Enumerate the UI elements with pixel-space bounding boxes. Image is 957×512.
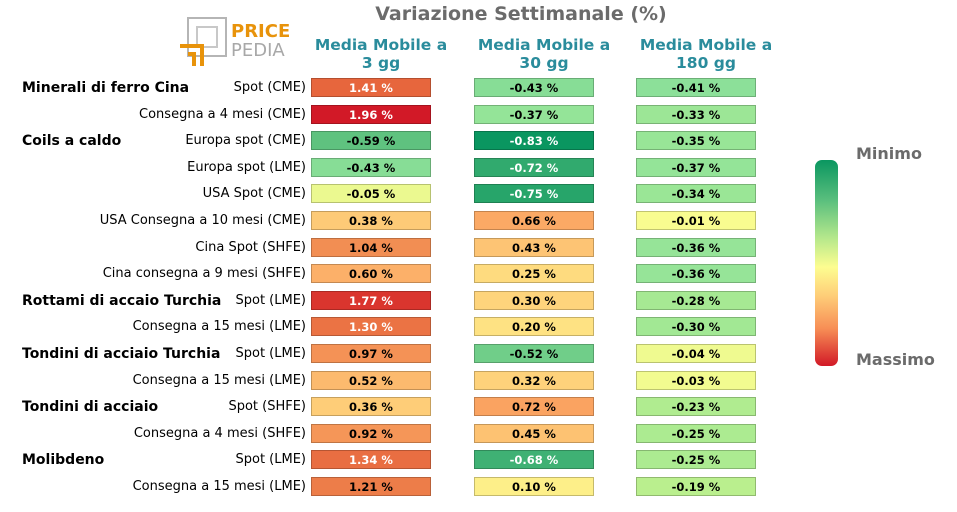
column-header: Media Mobile a 30 gg	[454, 36, 634, 72]
row-label: Europa spot (CME)	[185, 133, 306, 149]
value-cell: 0.52 %	[311, 370, 431, 390]
value-cell: -0.30 %	[636, 317, 756, 337]
row-label: Consegna a 4 mesi (SHFE)	[133, 425, 306, 441]
value-cell: 0.43 %	[474, 237, 594, 257]
row-group-label: Tondini di acciaio Turchia	[22, 346, 221, 362]
value-cell: -0.59 %	[311, 131, 431, 151]
column-header: Media Mobile a 180 gg	[616, 36, 796, 72]
value-cell: 0.36 %	[311, 397, 431, 417]
value-cell: 0.92 %	[311, 423, 431, 443]
row-label: Spot (LME)	[235, 346, 306, 361]
row-label: Consegna a 15 mesi (LME)	[132, 479, 306, 494]
value-cell: 0.66 %	[474, 211, 594, 230]
value-cell: 0.97 %	[311, 344, 431, 363]
value-cell: -0.37 %	[474, 104, 594, 124]
value-cell: -0.33 %	[636, 104, 756, 124]
value-cell: -0.52 %	[474, 344, 594, 363]
value-cell: 1.30 %	[311, 317, 431, 337]
value-cell: -0.72 %	[474, 157, 594, 177]
value-cell: -0.37 %	[636, 157, 756, 177]
value-cell: 1.96 %	[311, 104, 431, 124]
value-cell: -0.28 %	[636, 290, 756, 310]
value-cell: -0.25 %	[636, 450, 756, 470]
row-group-label: Coils a caldo	[22, 133, 122, 150]
value-cell: -0.19 %	[636, 477, 756, 496]
value-cell: -0.23 %	[636, 397, 756, 417]
column-header-line: Media Mobile a	[639, 36, 773, 54]
value-cell: -0.25 %	[636, 423, 756, 443]
row-label: USA Spot (CME)	[202, 186, 306, 202]
row-label: Consegna a 4 mesi (CME)	[139, 106, 306, 122]
row-group-label: Molibdeno	[22, 452, 105, 469]
value-cell: -0.36 %	[636, 264, 756, 284]
row-label: Cina consegna a 9 mesi (SHFE)	[102, 266, 306, 282]
value-cell: -0.41 %	[636, 78, 756, 97]
value-cell: 1.21 %	[311, 477, 431, 496]
value-cell: -0.43 %	[311, 157, 431, 177]
value-cell: -0.43 %	[474, 78, 594, 97]
row-label: Cina Spot (SHFE)	[195, 239, 306, 255]
row-label: Europa spot (LME)	[187, 159, 306, 175]
value-cell: 0.38 %	[311, 211, 431, 230]
value-cell: 0.72 %	[474, 397, 594, 417]
colorscale-min-label: Minimo	[856, 144, 922, 163]
colorscale-max-label: Massimo	[856, 350, 935, 369]
row-label: Consegna a 15 mesi (LME)	[132, 319, 306, 335]
column-header-line: Media Mobile a	[477, 36, 611, 54]
value-cell: 1.34 %	[311, 450, 431, 470]
logo-text-bottom: PEDIA	[231, 40, 285, 61]
row-label: Consegna a 15 mesi (LME)	[132, 372, 306, 388]
row-group-label: Tondini di acciaio	[22, 399, 159, 416]
column-header-line: 180 gg	[676, 54, 736, 72]
row-label: Spot (LME)	[235, 452, 306, 468]
column-header-line: Media Mobile a	[314, 36, 448, 54]
value-cell: 1.41 %	[311, 78, 431, 97]
column-header-line: 3 gg	[361, 54, 401, 72]
value-cell: -0.34 %	[636, 184, 756, 204]
value-cell: 1.77 %	[311, 290, 431, 310]
value-cell: -0.01 %	[636, 211, 756, 230]
value-cell: -0.36 %	[636, 237, 756, 257]
value-cell: -0.35 %	[636, 131, 756, 151]
row-label: Spot (LME)	[235, 292, 306, 308]
value-cell: 0.10 %	[474, 477, 594, 496]
value-cell: 1.04 %	[311, 237, 431, 257]
value-cell: -0.05 %	[311, 184, 431, 204]
value-cell: 0.25 %	[474, 264, 594, 284]
row-label: Spot (CME)	[233, 80, 306, 95]
value-cell: 0.32 %	[474, 370, 594, 390]
row-label: Spot (SHFE)	[228, 399, 306, 415]
value-cell: 0.60 %	[311, 264, 431, 284]
colorscale-bar	[815, 160, 838, 366]
row-group-label: Rottami di accaio Turchia	[22, 292, 222, 309]
value-cell: -0.03 %	[636, 370, 756, 390]
value-cell: 0.20 %	[474, 317, 594, 337]
column-header-line: 30 gg	[519, 54, 569, 72]
value-cell: -0.68 %	[474, 450, 594, 470]
value-cell: 0.30 %	[474, 290, 594, 310]
row-label: USA Consegna a 10 mesi (CME)	[99, 213, 306, 228]
value-cell: -0.04 %	[636, 344, 756, 363]
value-cell: -0.75 %	[474, 184, 594, 204]
value-cell: 0.45 %	[474, 423, 594, 443]
chart-title: Variazione Settimanale (%)	[375, 3, 667, 25]
logo-text-top: PRICE	[231, 21, 290, 42]
row-group-label: Minerali di ferro Cina	[22, 80, 190, 96]
pricepedia-logo: PRICE PEDIA	[178, 16, 290, 68]
value-cell: -0.83 %	[474, 131, 594, 151]
